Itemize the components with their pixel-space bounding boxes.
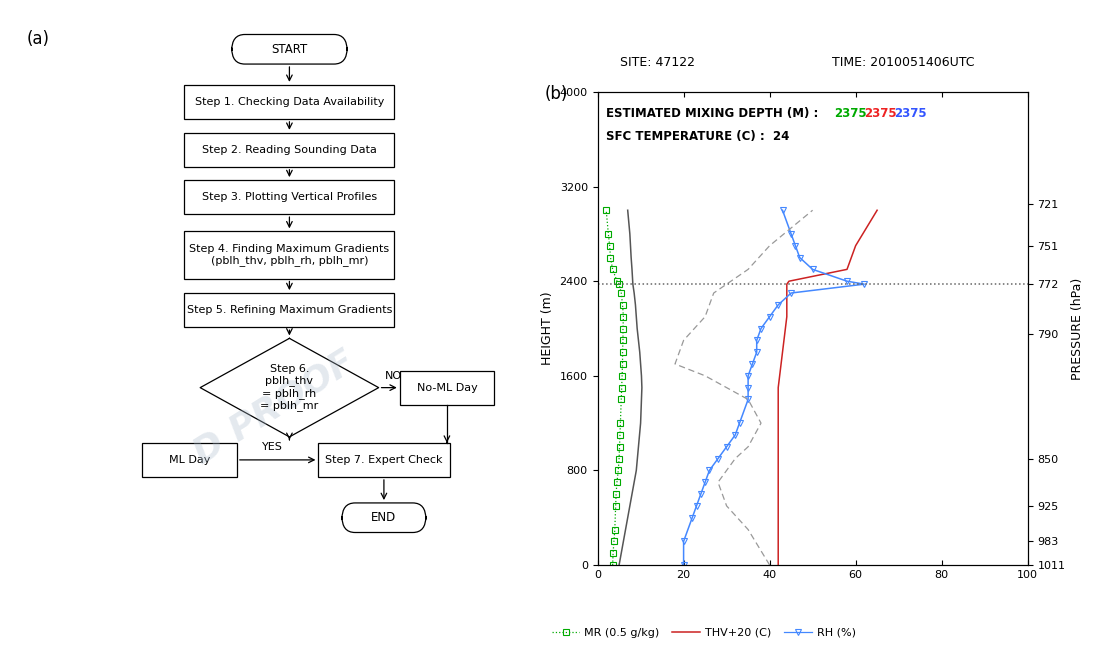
Text: 2375: 2375	[865, 107, 897, 120]
Text: Step 6.
pblh_thv
= pblh_rh
= pblh_mr: Step 6. pblh_thv = pblh_rh = pblh_mr	[260, 364, 318, 411]
FancyBboxPatch shape	[342, 503, 426, 532]
Text: YES: YES	[262, 442, 283, 452]
Text: (b): (b)	[545, 85, 569, 103]
Bar	[400, 371, 494, 405]
Text: SFC TEMPERATURE (C) :  24: SFC TEMPERATURE (C) : 24	[607, 130, 790, 143]
Text: Step 3. Plotting Vertical Profiles: Step 3. Plotting Vertical Profiles	[202, 192, 376, 202]
Legend: WIND SPEED (m/s), (RiB+1000)/20: WIND SPEED (m/s), (RiB+1000)/20	[547, 652, 820, 657]
Text: D PROOF: D PROOF	[187, 344, 361, 470]
Bar	[184, 133, 394, 167]
Text: START: START	[271, 43, 307, 56]
Bar	[184, 231, 394, 279]
Text: TIME: 2010051406UTC: TIME: 2010051406UTC	[832, 56, 975, 69]
Bar	[184, 85, 394, 119]
Text: NO: NO	[385, 371, 402, 381]
Bar	[318, 443, 449, 477]
Y-axis label: HEIGHT (m): HEIGHT (m)	[541, 292, 554, 365]
Text: (a): (a)	[27, 30, 50, 47]
Text: Step 1. Checking Data Availability: Step 1. Checking Data Availability	[194, 97, 384, 107]
Text: ESTIMATED MIXING DEPTH (M) :: ESTIMATED MIXING DEPTH (M) :	[607, 107, 823, 120]
Text: END: END	[371, 511, 397, 524]
Bar	[184, 293, 394, 327]
Text: Step 4. Finding Maximum Gradients
(pblh_thv, pblh_rh, pblh_mr): Step 4. Finding Maximum Gradients (pblh_…	[190, 244, 390, 266]
Text: SITE: 47122: SITE: 47122	[620, 56, 695, 69]
Text: Step 5. Refining Maximum Gradients: Step 5. Refining Maximum Gradients	[187, 305, 392, 315]
Text: ML Day: ML Day	[169, 455, 210, 465]
Text: No-ML Day: No-ML Day	[417, 382, 477, 393]
Text: 2375: 2375	[895, 107, 927, 120]
Bar	[143, 443, 237, 477]
FancyBboxPatch shape	[231, 34, 347, 64]
Bar	[184, 180, 394, 214]
Polygon shape	[200, 338, 379, 437]
Y-axis label: PRESSURE (hPa): PRESSURE (hPa)	[1071, 277, 1083, 380]
Text: Step 2. Reading Sounding Data: Step 2. Reading Sounding Data	[202, 145, 376, 155]
Text: Step 7. Expert Check: Step 7. Expert Check	[325, 455, 442, 465]
Text: 2375: 2375	[834, 107, 867, 120]
